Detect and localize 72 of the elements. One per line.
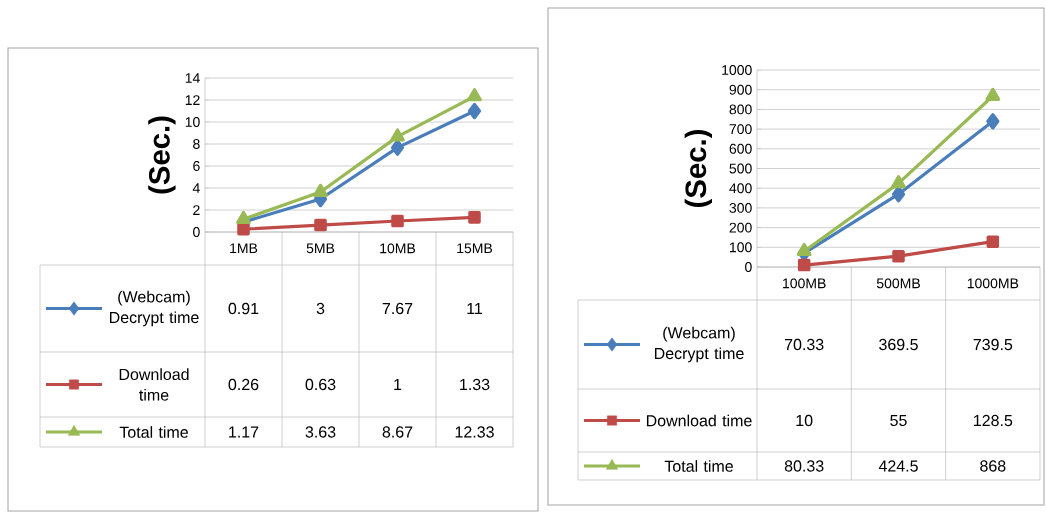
- y-tick-label: 1000: [722, 65, 752, 75]
- legend-label: Total time: [664, 460, 733, 472]
- x-tick-label: 500MB: [876, 278, 920, 289]
- point: [891, 175, 906, 189]
- point: [390, 128, 405, 142]
- y-tick-label: 0: [745, 262, 752, 272]
- data-label: 0.63: [305, 378, 336, 391]
- y-axis-title: (Sec.): [148, 116, 176, 194]
- y-tick-label: 600: [729, 143, 752, 154]
- x-tick-label: 10MB: [380, 243, 416, 254]
- data-label: 3: [316, 302, 325, 315]
- point: [468, 211, 481, 224]
- point: [797, 258, 811, 272]
- point: [391, 214, 404, 228]
- data-label: 11: [467, 303, 483, 315]
- legend-label: Download time: [119, 368, 189, 401]
- legend-label: (Webcam) Decrypt time: [654, 326, 744, 363]
- data-label: 7.67: [382, 302, 413, 315]
- data-label: 3.63: [305, 426, 336, 438]
- data-label: 70.33: [784, 338, 824, 351]
- data-label: 1.17: [229, 426, 259, 438]
- data-label: 1: [394, 379, 402, 391]
- data-label: 8.67: [382, 426, 413, 438]
- data-label: 739.5: [973, 338, 1013, 351]
- point: [236, 210, 251, 225]
- data-label: 10: [796, 414, 813, 427]
- y-tick-label: 800: [729, 104, 752, 115]
- point: [314, 218, 327, 232]
- data-label: 80.33: [784, 460, 824, 472]
- point: [313, 183, 328, 198]
- point: [237, 222, 250, 236]
- point: [986, 113, 1000, 130]
- y-tick-label: 400: [729, 183, 752, 194]
- x-tick-label: 1MB: [230, 243, 258, 254]
- data-label: 12.33: [455, 426, 494, 438]
- y-tick-label: 12: [185, 95, 200, 105]
- y-tick-label: 10: [185, 117, 200, 127]
- legend-label: Total time: [119, 426, 188, 438]
- data-label: 868: [980, 460, 1006, 472]
- point: [467, 102, 482, 120]
- data-label: 0.26: [228, 378, 259, 391]
- x-tick-label: 15MB: [457, 243, 493, 254]
- data-label: 424.5: [878, 460, 918, 472]
- point: [467, 88, 482, 102]
- data-label: 0.91: [228, 302, 259, 315]
- y-tick-label: 200: [729, 222, 752, 233]
- point: [796, 242, 812, 257]
- y-tick-label: 0: [193, 227, 200, 237]
- y-tick-label: 14: [185, 73, 200, 83]
- legend-label: Download time: [646, 414, 752, 427]
- point: [390, 139, 405, 156]
- data-label: 55: [890, 414, 907, 427]
- y-tick-label: 4: [192, 183, 200, 193]
- data-label: 128.5: [974, 414, 1013, 427]
- y-tick-label: 8: [193, 139, 200, 149]
- y-tick-label: 500: [729, 163, 752, 174]
- y-axis-title: (Sec.): [684, 130, 712, 207]
- legend-label: (Webcam) Decrypt time: [109, 290, 199, 327]
- point: [985, 87, 1001, 101]
- data-label: 1.33: [460, 378, 490, 391]
- point: [892, 249, 905, 263]
- y-tick-label: 2: [193, 205, 200, 215]
- y-tick-label: 700: [729, 124, 752, 135]
- y-tick-label: 300: [729, 202, 752, 213]
- y-tick-label: 6: [193, 161, 200, 171]
- point: [986, 235, 1000, 248]
- x-tick-label: 100MB: [783, 278, 826, 289]
- y-tick-label: 100: [730, 242, 752, 253]
- x-tick-label: 5MB: [306, 243, 335, 254]
- x-tick-label: 1000MB: [967, 278, 1019, 289]
- y-tick-label: 900: [729, 84, 752, 95]
- data-label: 369.5: [879, 338, 918, 351]
